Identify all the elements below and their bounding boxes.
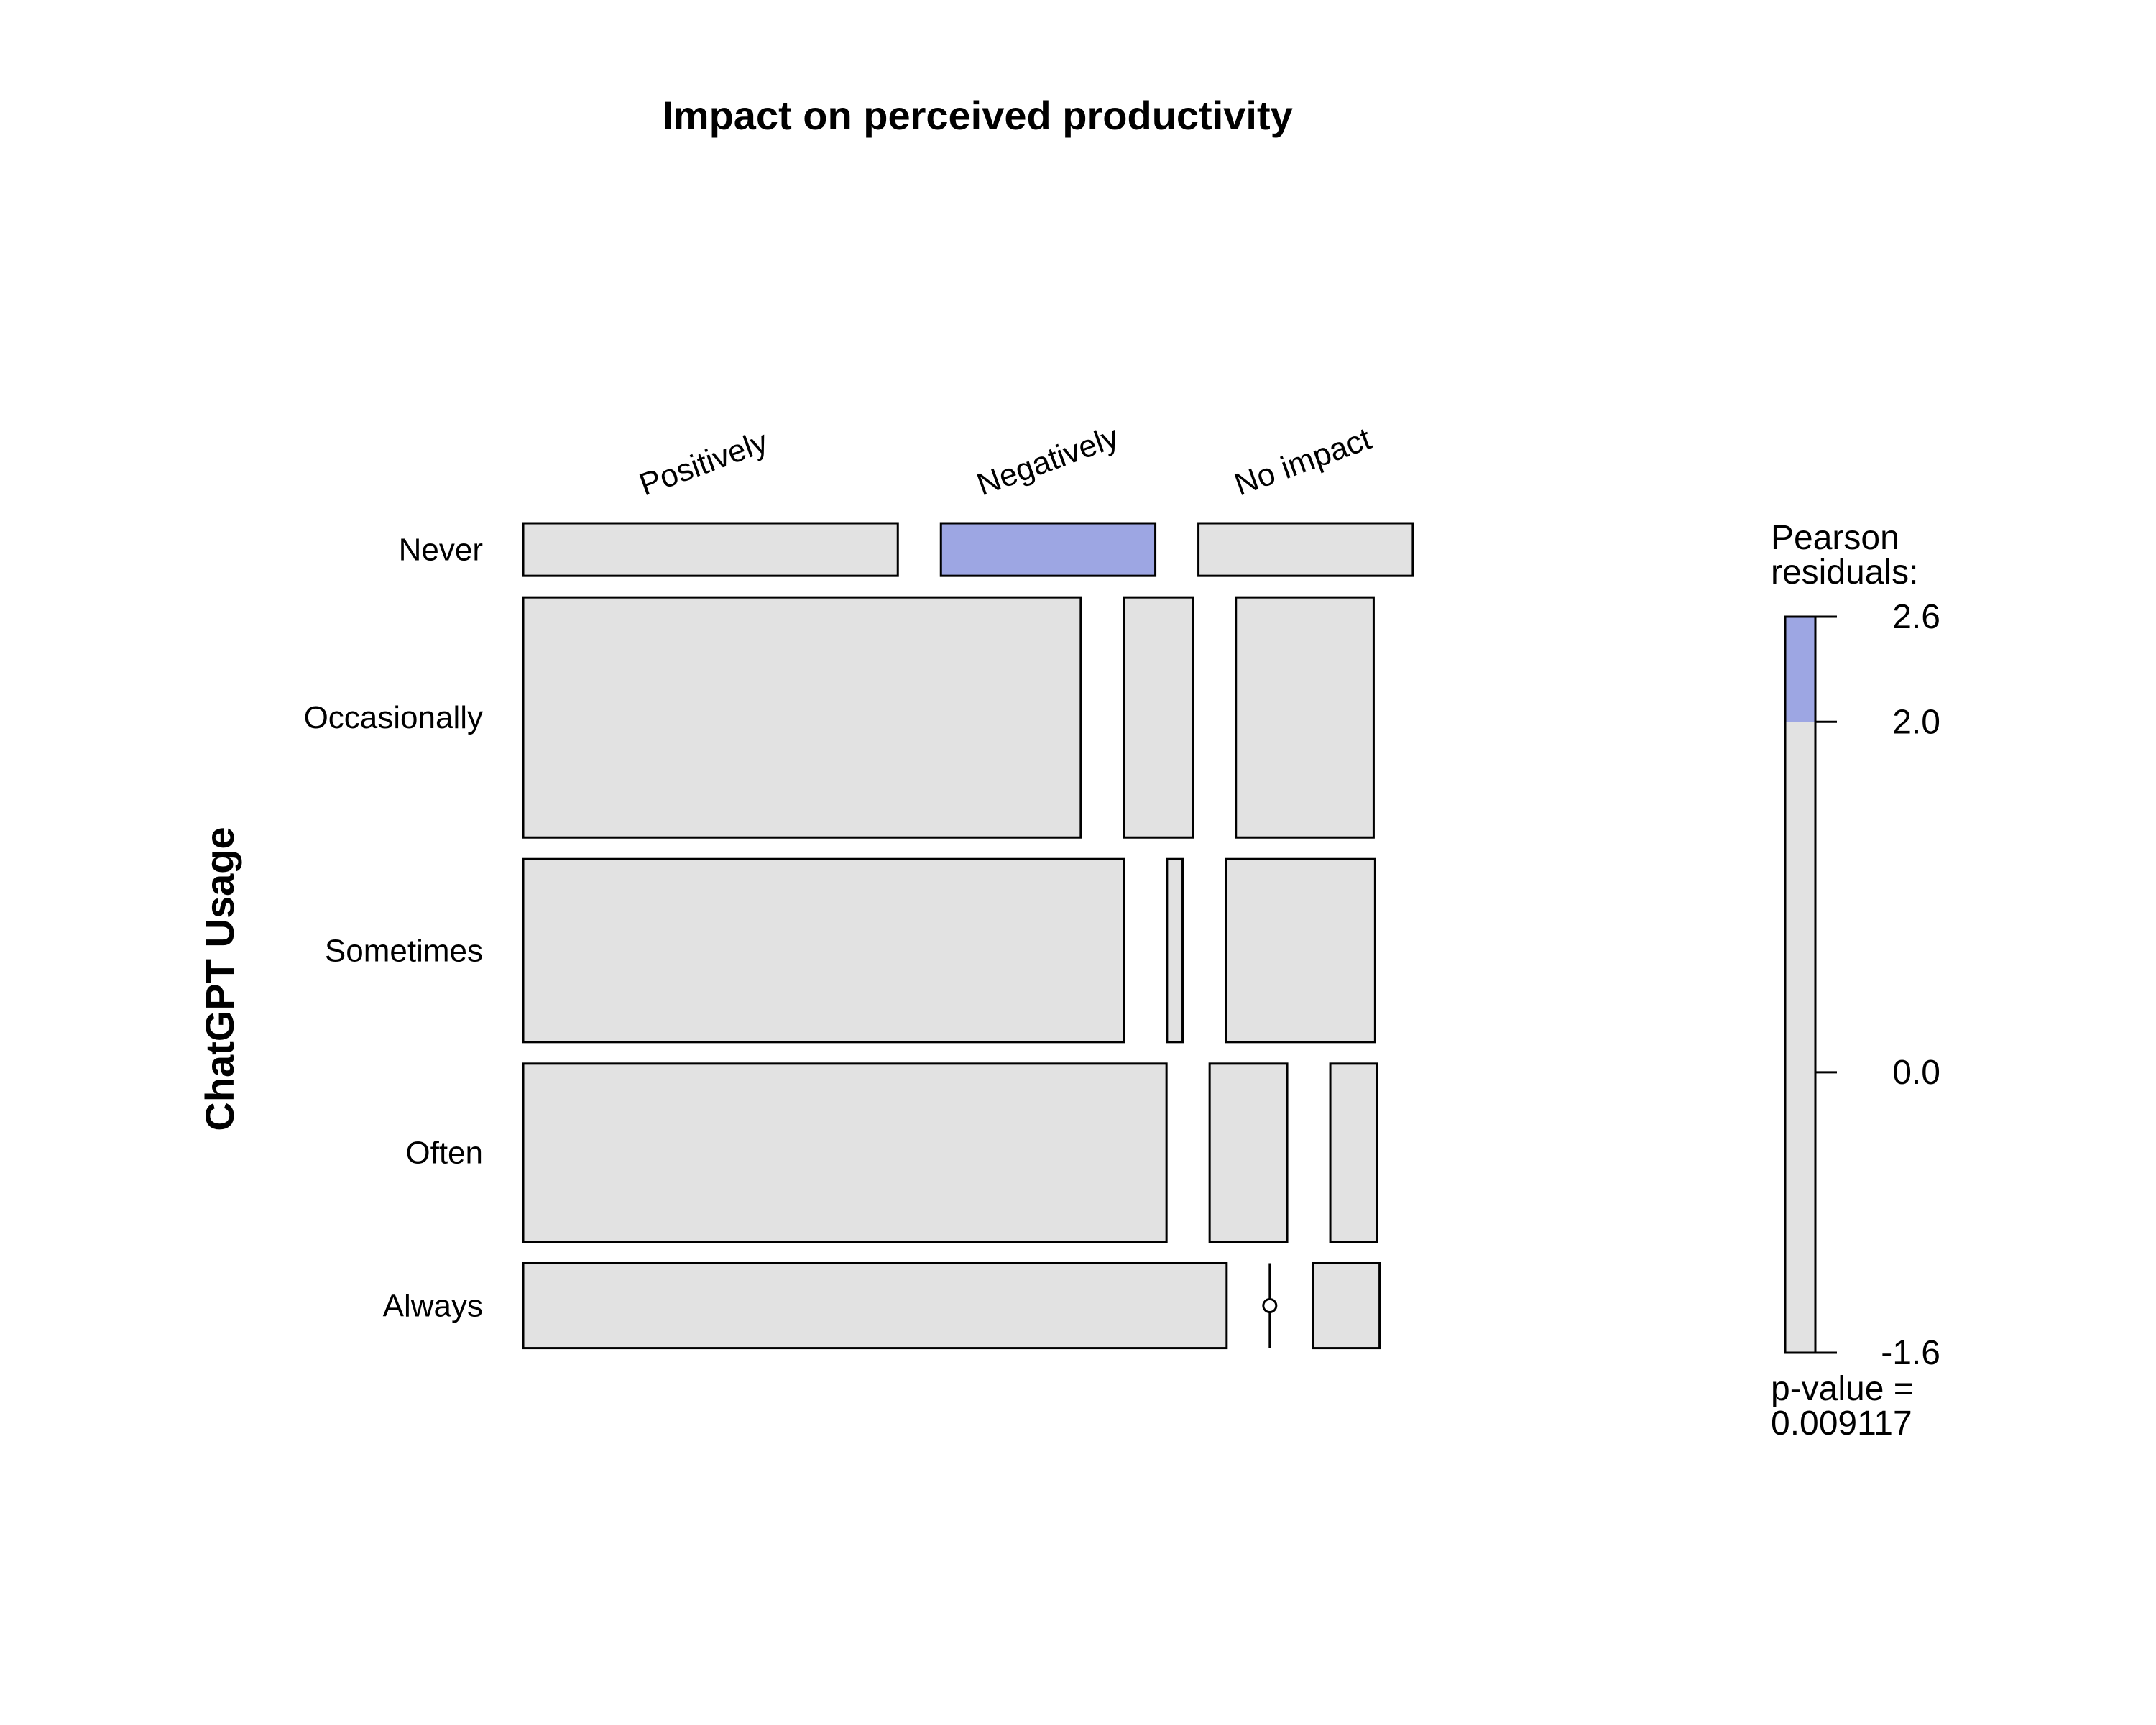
legend-bar-border <box>1784 615 1817 1354</box>
row-label-always: Always <box>383 1289 483 1324</box>
row-label-never: Never <box>399 533 483 568</box>
p-value-label: p-value = <box>1771 1370 1914 1408</box>
y-axis-label: ChatGPT Usage <box>197 827 242 1131</box>
col-label-negatively: Negatively <box>972 419 1123 502</box>
legend-color-bar <box>1784 615 1817 1354</box>
tile-often-negatively <box>1208 1062 1289 1243</box>
tile-sometimes-no-impact <box>1225 857 1376 1044</box>
legend-tick-label: 0.0 <box>1892 1054 1940 1092</box>
tile-often-no-impact <box>1329 1062 1378 1243</box>
p-value: 0.009117 <box>1771 1404 1912 1443</box>
row-label-sometimes: Sometimes <box>325 934 483 969</box>
tile-occasionally-negatively <box>1123 596 1194 839</box>
mosaic-tiles <box>522 522 1414 1350</box>
tile-always-no-impact <box>1312 1262 1381 1350</box>
legend-tick-label: -1.6 <box>1881 1334 1940 1372</box>
row-label-occasionally: Occasionally <box>304 700 483 735</box>
legend-segment-1 <box>1785 722 1815 1353</box>
residual-legend: Pearson residuals: 2.6 2.0 0.0 -1.6 p-value… <box>1771 519 1940 1443</box>
legend-tick-label: 2.0 <box>1892 703 1940 741</box>
tile-never-positively <box>522 522 899 577</box>
col-label-positively: Positively <box>635 424 772 503</box>
tile-sometimes-positively <box>522 857 1125 1044</box>
tile-occasionally-no-impact <box>1235 596 1375 839</box>
row-label-often: Often <box>405 1136 483 1171</box>
column-labels: Positively Negatively No impact <box>635 419 1376 502</box>
tile-often-positively <box>522 1062 1168 1243</box>
row-labels: Never Occasionally Sometimes Often Always <box>304 533 483 1324</box>
col-label-no-impact: No impact <box>1230 421 1376 503</box>
tile-sometimes-negatively <box>1166 857 1184 1044</box>
legend-title-line1: Pearson <box>1771 519 1899 557</box>
legend-title-line2: residuals: <box>1771 553 1918 592</box>
tile-never-no-impact <box>1197 522 1414 577</box>
legend-tick-label: 2.6 <box>1892 598 1940 636</box>
tile-never-negatively <box>939 522 1157 577</box>
tile-always-negatively-empty <box>1262 1263 1278 1348</box>
tile-always-positively <box>522 1262 1228 1350</box>
legend-segment-2 <box>1785 617 1815 722</box>
chart-title: Impact on perceived productivity <box>662 93 1293 138</box>
legend-ticks: 2.6 2.0 0.0 -1.6 <box>1815 598 1940 1372</box>
tile-occasionally-positively <box>522 596 1082 839</box>
